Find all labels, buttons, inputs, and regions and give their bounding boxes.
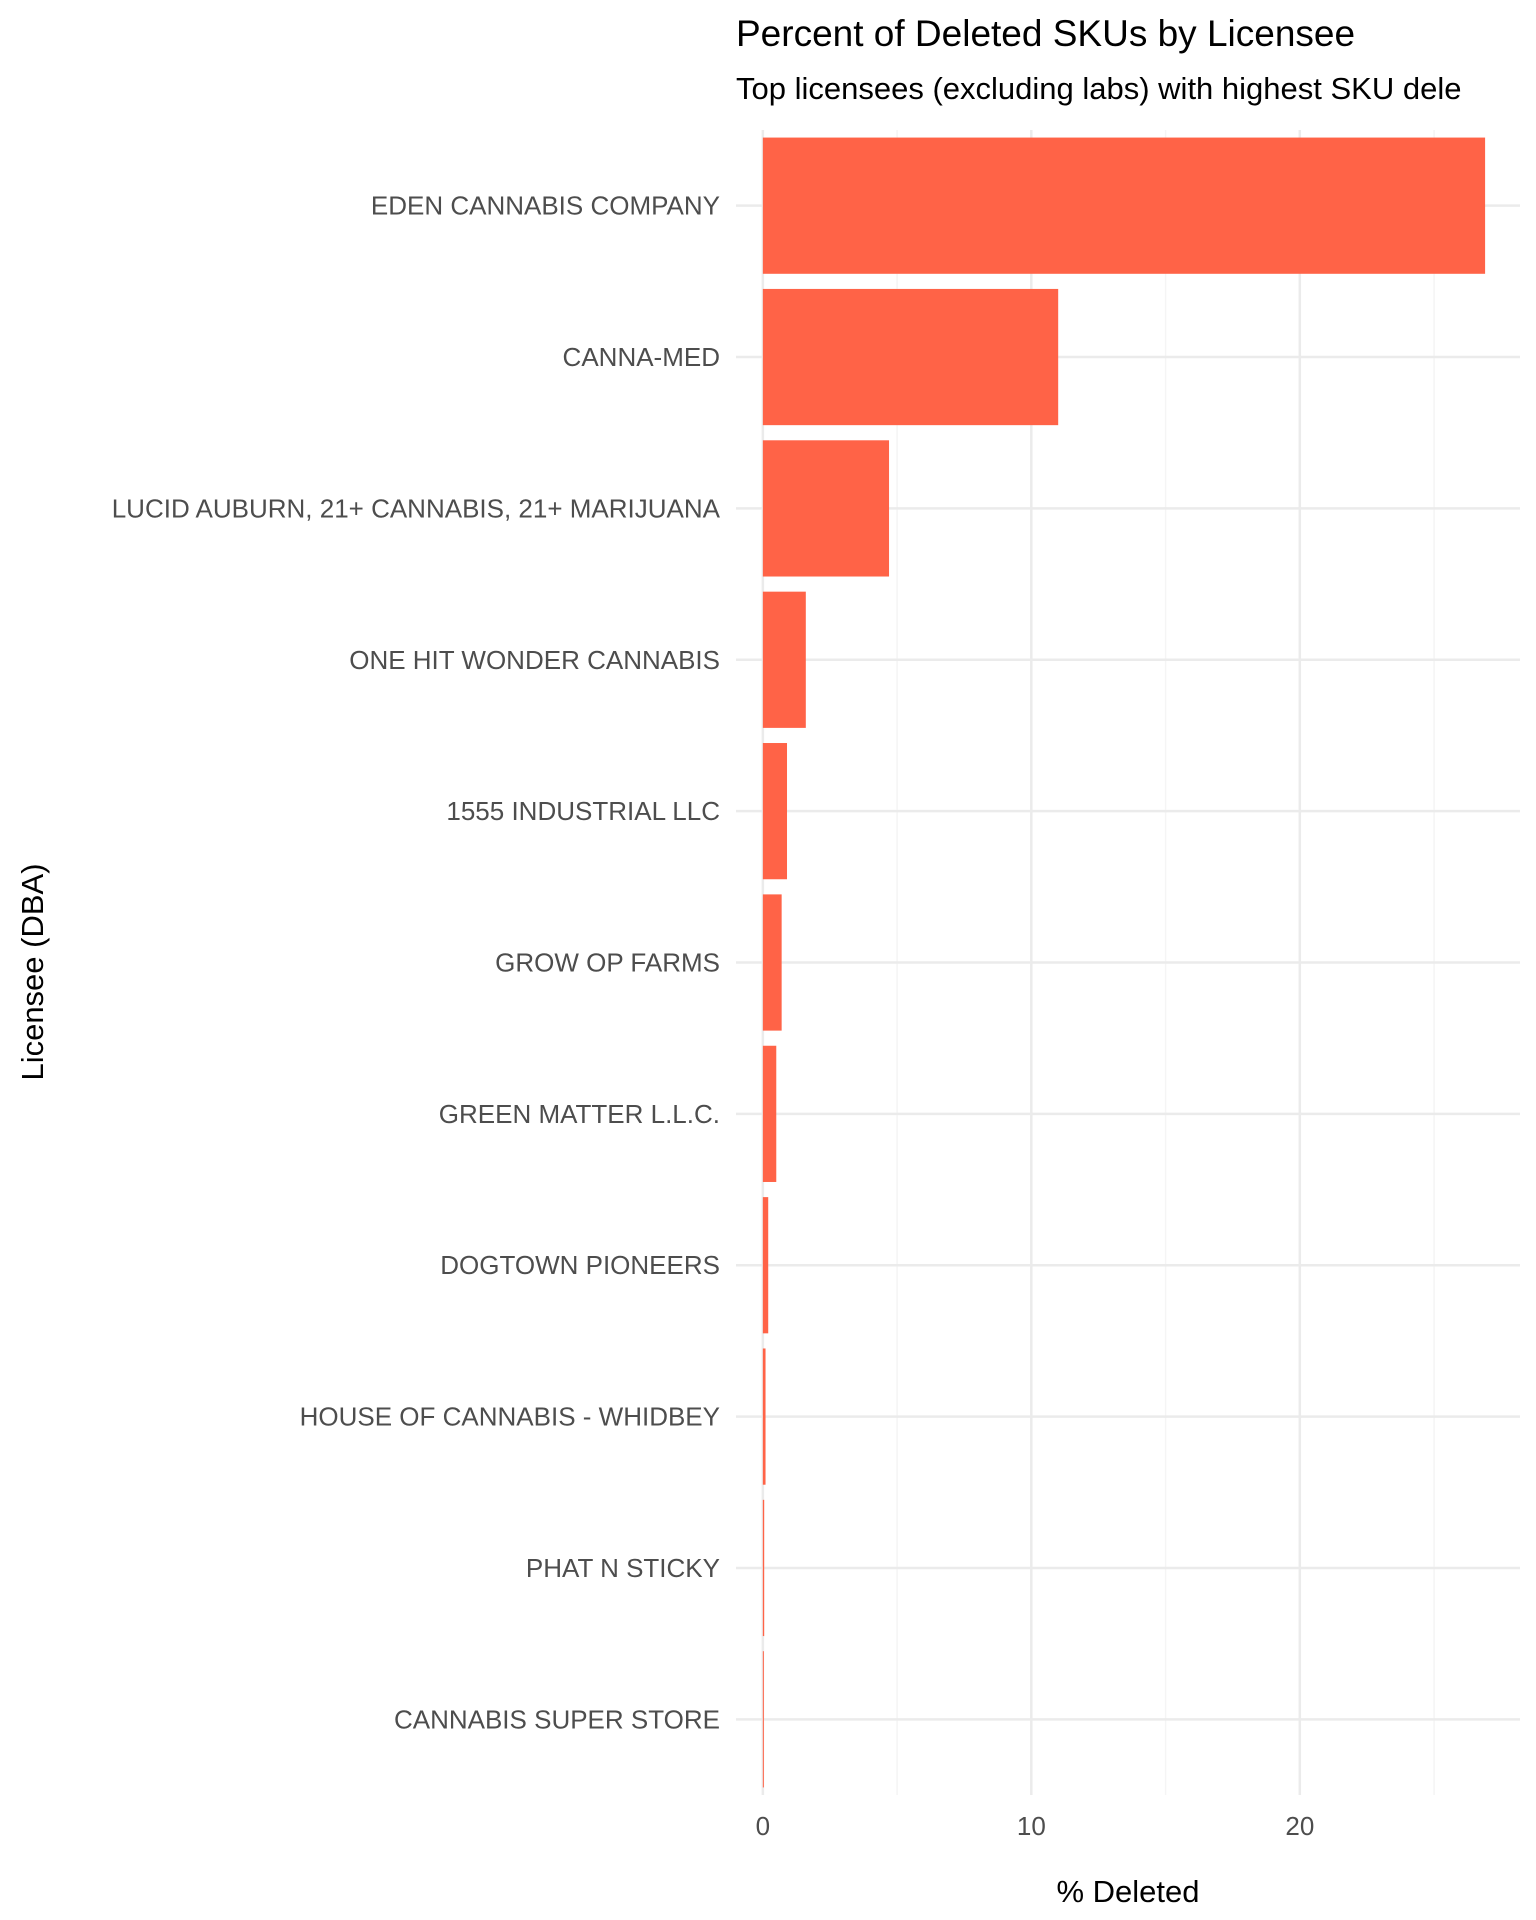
bars xyxy=(762,137,1486,1788)
chart-title: Percent of Deleted SKUs by Licensee xyxy=(736,13,1355,54)
bar xyxy=(762,743,788,880)
chart-subtitle: Top licensees (excluding labs) with high… xyxy=(736,71,1461,106)
bar xyxy=(762,440,890,577)
y-tick-label: ONE HIT WONDER CANNABIS xyxy=(349,645,720,675)
y-tick-label: HOUSE OF CANNABIS - WHIDBEY xyxy=(300,1402,720,1432)
y-tick-label: DOGTOWN PIONEERS xyxy=(440,1250,720,1280)
x-tick-label: 20 xyxy=(1285,1811,1314,1841)
y-tick-label: LUCID AUBURN, 21+ CANNABIS, 21+ MARIJUAN… xyxy=(112,493,721,523)
x-tick-labels: 0 10 20 xyxy=(756,1811,1315,1841)
y-tick-label: PHAT N STICKY xyxy=(526,1553,720,1583)
bar xyxy=(762,1045,777,1182)
x-tick-label: 10 xyxy=(1017,1811,1046,1841)
y-tick-label: CANNABIS SUPER STORE xyxy=(394,1704,720,1734)
bar xyxy=(762,137,1486,274)
y-tick-label: EDEN CANNABIS COMPANY xyxy=(371,191,720,221)
bar xyxy=(762,591,806,728)
bar xyxy=(762,1348,766,1485)
bar xyxy=(762,1197,769,1334)
bar xyxy=(762,288,1059,426)
x-axis-title: % Deleted xyxy=(1056,1874,1199,1909)
y-tick-label: GROW OP FARMS xyxy=(495,948,720,978)
bar xyxy=(762,1651,764,1788)
x-tick-label: 0 xyxy=(756,1811,770,1841)
y-tick-label: CANNA-MED xyxy=(563,342,720,372)
y-axis-title: Licensee (DBA) xyxy=(15,863,50,1080)
bar xyxy=(762,1499,765,1637)
bar xyxy=(762,894,782,1031)
y-tick-labels: EDEN CANNABIS COMPANY CANNA-MED LUCID AUBU… xyxy=(112,191,721,1735)
y-tick-label: 1555 INDUSTRIAL LLC xyxy=(446,796,720,826)
grid-lines xyxy=(736,130,1520,1795)
y-tick-label: GREEN MATTER L.L.C. xyxy=(439,1099,720,1129)
